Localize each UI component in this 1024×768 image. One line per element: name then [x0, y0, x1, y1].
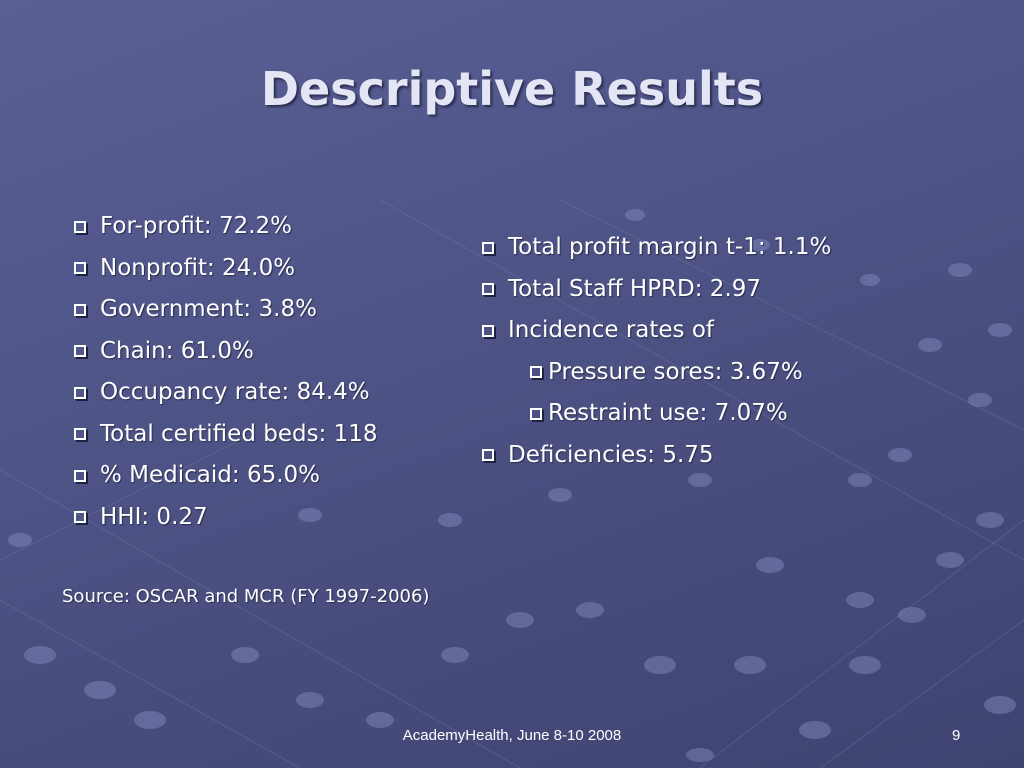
left-bullet-list: For-profit: 72.2% Nonprofit: 24.0% Gover…	[74, 206, 378, 538]
list-item: Chain: 61.0%	[74, 331, 378, 373]
source-note: Source: OSCAR and MCR (FY 1997-2006)	[62, 586, 430, 607]
list-item: Total Staff HPRD: 2.97	[482, 269, 831, 311]
slide-title: Descriptive Results	[260, 62, 764, 116]
page-number: 9	[952, 727, 961, 744]
list-item: % Medicaid: 65.0%	[74, 455, 378, 497]
checkbox-bullet-icon	[482, 283, 494, 296]
checkbox-bullet-icon	[74, 345, 86, 358]
footer-text: AcademyHealth, June 8-10 2008	[402, 727, 622, 744]
sub-list-item: Restraint use: 7.07%	[482, 393, 831, 435]
checkbox-bullet-icon	[530, 366, 542, 379]
list-item: Total profit margin t-1: 1.1%	[482, 227, 831, 269]
list-item: HHI: 0.27	[74, 497, 378, 539]
checkbox-bullet-icon	[74, 428, 86, 441]
checkbox-bullet-icon	[482, 241, 494, 254]
checkbox-bullet-icon	[74, 511, 86, 524]
checkbox-bullet-icon	[74, 220, 86, 233]
checkbox-bullet-icon	[530, 407, 542, 420]
right-bullet-list: Total profit margin t-1: 1.1% Total Staf…	[482, 227, 831, 476]
checkbox-bullet-icon	[482, 324, 494, 337]
checkbox-bullet-icon	[482, 449, 494, 462]
list-item: Occupancy rate: 84.4%	[74, 372, 378, 414]
checkbox-bullet-icon	[74, 469, 86, 482]
list-item: Total certified beds: 118	[74, 414, 378, 456]
list-item: For-profit: 72.2%	[74, 206, 378, 248]
sub-list-item: Pressure sores: 3.67%	[482, 352, 831, 394]
checkbox-bullet-icon	[74, 303, 86, 316]
checkbox-bullet-icon	[74, 262, 86, 275]
list-item: Nonprofit: 24.0%	[74, 248, 378, 290]
list-item: Incidence rates of	[482, 310, 831, 352]
list-item: Government: 3.8%	[74, 289, 378, 331]
checkbox-bullet-icon	[74, 386, 86, 399]
list-item: Deficiencies: 5.75	[482, 435, 831, 477]
